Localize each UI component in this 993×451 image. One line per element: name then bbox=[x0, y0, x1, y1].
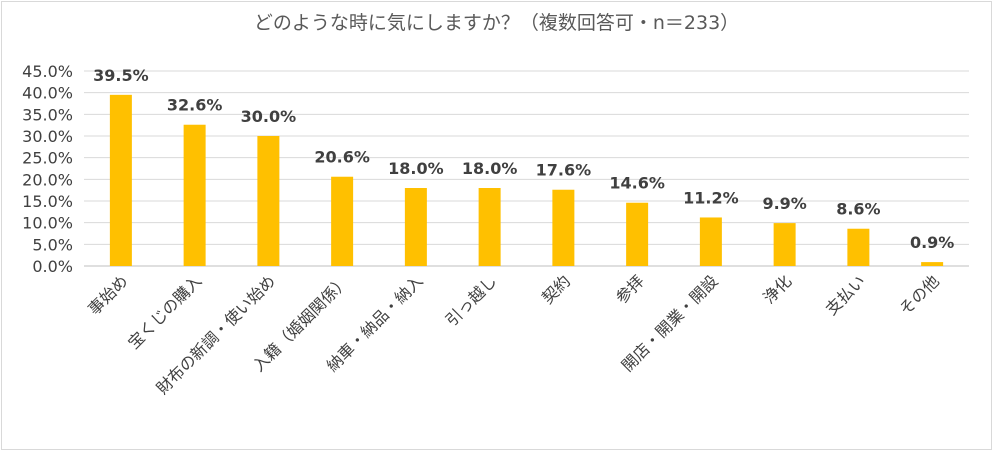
data-label: 0.9% bbox=[910, 233, 954, 252]
bar bbox=[552, 189, 575, 266]
data-label: 39.5% bbox=[93, 66, 149, 85]
y-tick-label: 15.0% bbox=[22, 192, 73, 211]
category-label: 契約 bbox=[538, 271, 574, 307]
y-tick-label: 35.0% bbox=[22, 105, 73, 124]
category-label: 浄化 bbox=[759, 271, 795, 307]
data-label: 18.0% bbox=[462, 159, 518, 178]
bar bbox=[773, 223, 796, 266]
category-label: 支払い bbox=[822, 271, 869, 318]
data-label: 8.6% bbox=[836, 200, 880, 219]
bar bbox=[404, 188, 427, 266]
y-tick-label: 10.0% bbox=[22, 214, 73, 233]
data-label: 30.0% bbox=[241, 107, 297, 126]
data-label: 9.9% bbox=[762, 194, 806, 213]
y-tick-label: 20.0% bbox=[22, 170, 73, 189]
category-label: 財布の新調・使い始め bbox=[153, 271, 280, 398]
y-tick-label: 45.0% bbox=[22, 62, 73, 81]
bar bbox=[699, 217, 722, 266]
data-label: 11.2% bbox=[683, 188, 739, 207]
category-label: 引っ越し bbox=[442, 271, 501, 330]
data-label: 20.6% bbox=[314, 148, 370, 167]
y-tick-label: 40.0% bbox=[22, 84, 73, 103]
y-tick-label: 5.0% bbox=[32, 235, 73, 254]
data-label: 14.6% bbox=[609, 174, 665, 193]
data-label: 17.6% bbox=[536, 161, 592, 180]
y-tick-label: 25.0% bbox=[22, 149, 73, 168]
bar bbox=[847, 228, 870, 266]
bar bbox=[109, 94, 132, 266]
y-tick-label: 0.0% bbox=[32, 257, 73, 276]
data-label: 18.0% bbox=[388, 159, 444, 178]
category-label: 宝くじの購入 bbox=[124, 271, 205, 352]
bar bbox=[331, 176, 354, 266]
bar bbox=[626, 202, 649, 266]
bar bbox=[478, 188, 501, 266]
bar bbox=[183, 124, 206, 266]
bar bbox=[257, 136, 280, 266]
chart-title: どのような時に気にしますか？（複数回答可・n＝233） bbox=[253, 12, 740, 34]
category-label: 参拝 bbox=[612, 271, 648, 307]
category-label: その他 bbox=[896, 271, 943, 318]
data-label: 32.6% bbox=[167, 96, 223, 115]
category-label: 事始め bbox=[84, 271, 131, 318]
y-tick-label: 30.0% bbox=[22, 127, 73, 146]
bar bbox=[921, 262, 944, 266]
